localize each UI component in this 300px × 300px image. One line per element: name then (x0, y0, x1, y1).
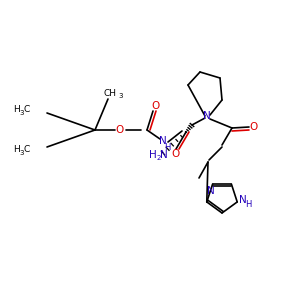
Text: N: N (203, 111, 211, 121)
Text: N: N (159, 136, 167, 146)
Text: O: O (151, 101, 159, 111)
Text: 3: 3 (19, 110, 23, 116)
Text: 3: 3 (19, 150, 23, 156)
Text: 2: 2 (157, 155, 161, 161)
Text: H: H (13, 146, 20, 154)
Text: N: N (207, 186, 214, 196)
Text: O: O (116, 125, 124, 135)
Text: C: C (24, 146, 30, 154)
Text: CH: CH (103, 88, 116, 98)
Text: H: H (13, 106, 20, 115)
Text: C: C (24, 106, 30, 115)
Text: H: H (164, 142, 170, 152)
Text: N: N (160, 150, 168, 160)
Text: 3: 3 (118, 93, 122, 99)
Text: O: O (171, 149, 179, 159)
Text: N: N (239, 195, 247, 205)
Text: H: H (245, 200, 251, 209)
Text: H: H (149, 150, 157, 160)
Text: O: O (249, 122, 257, 132)
